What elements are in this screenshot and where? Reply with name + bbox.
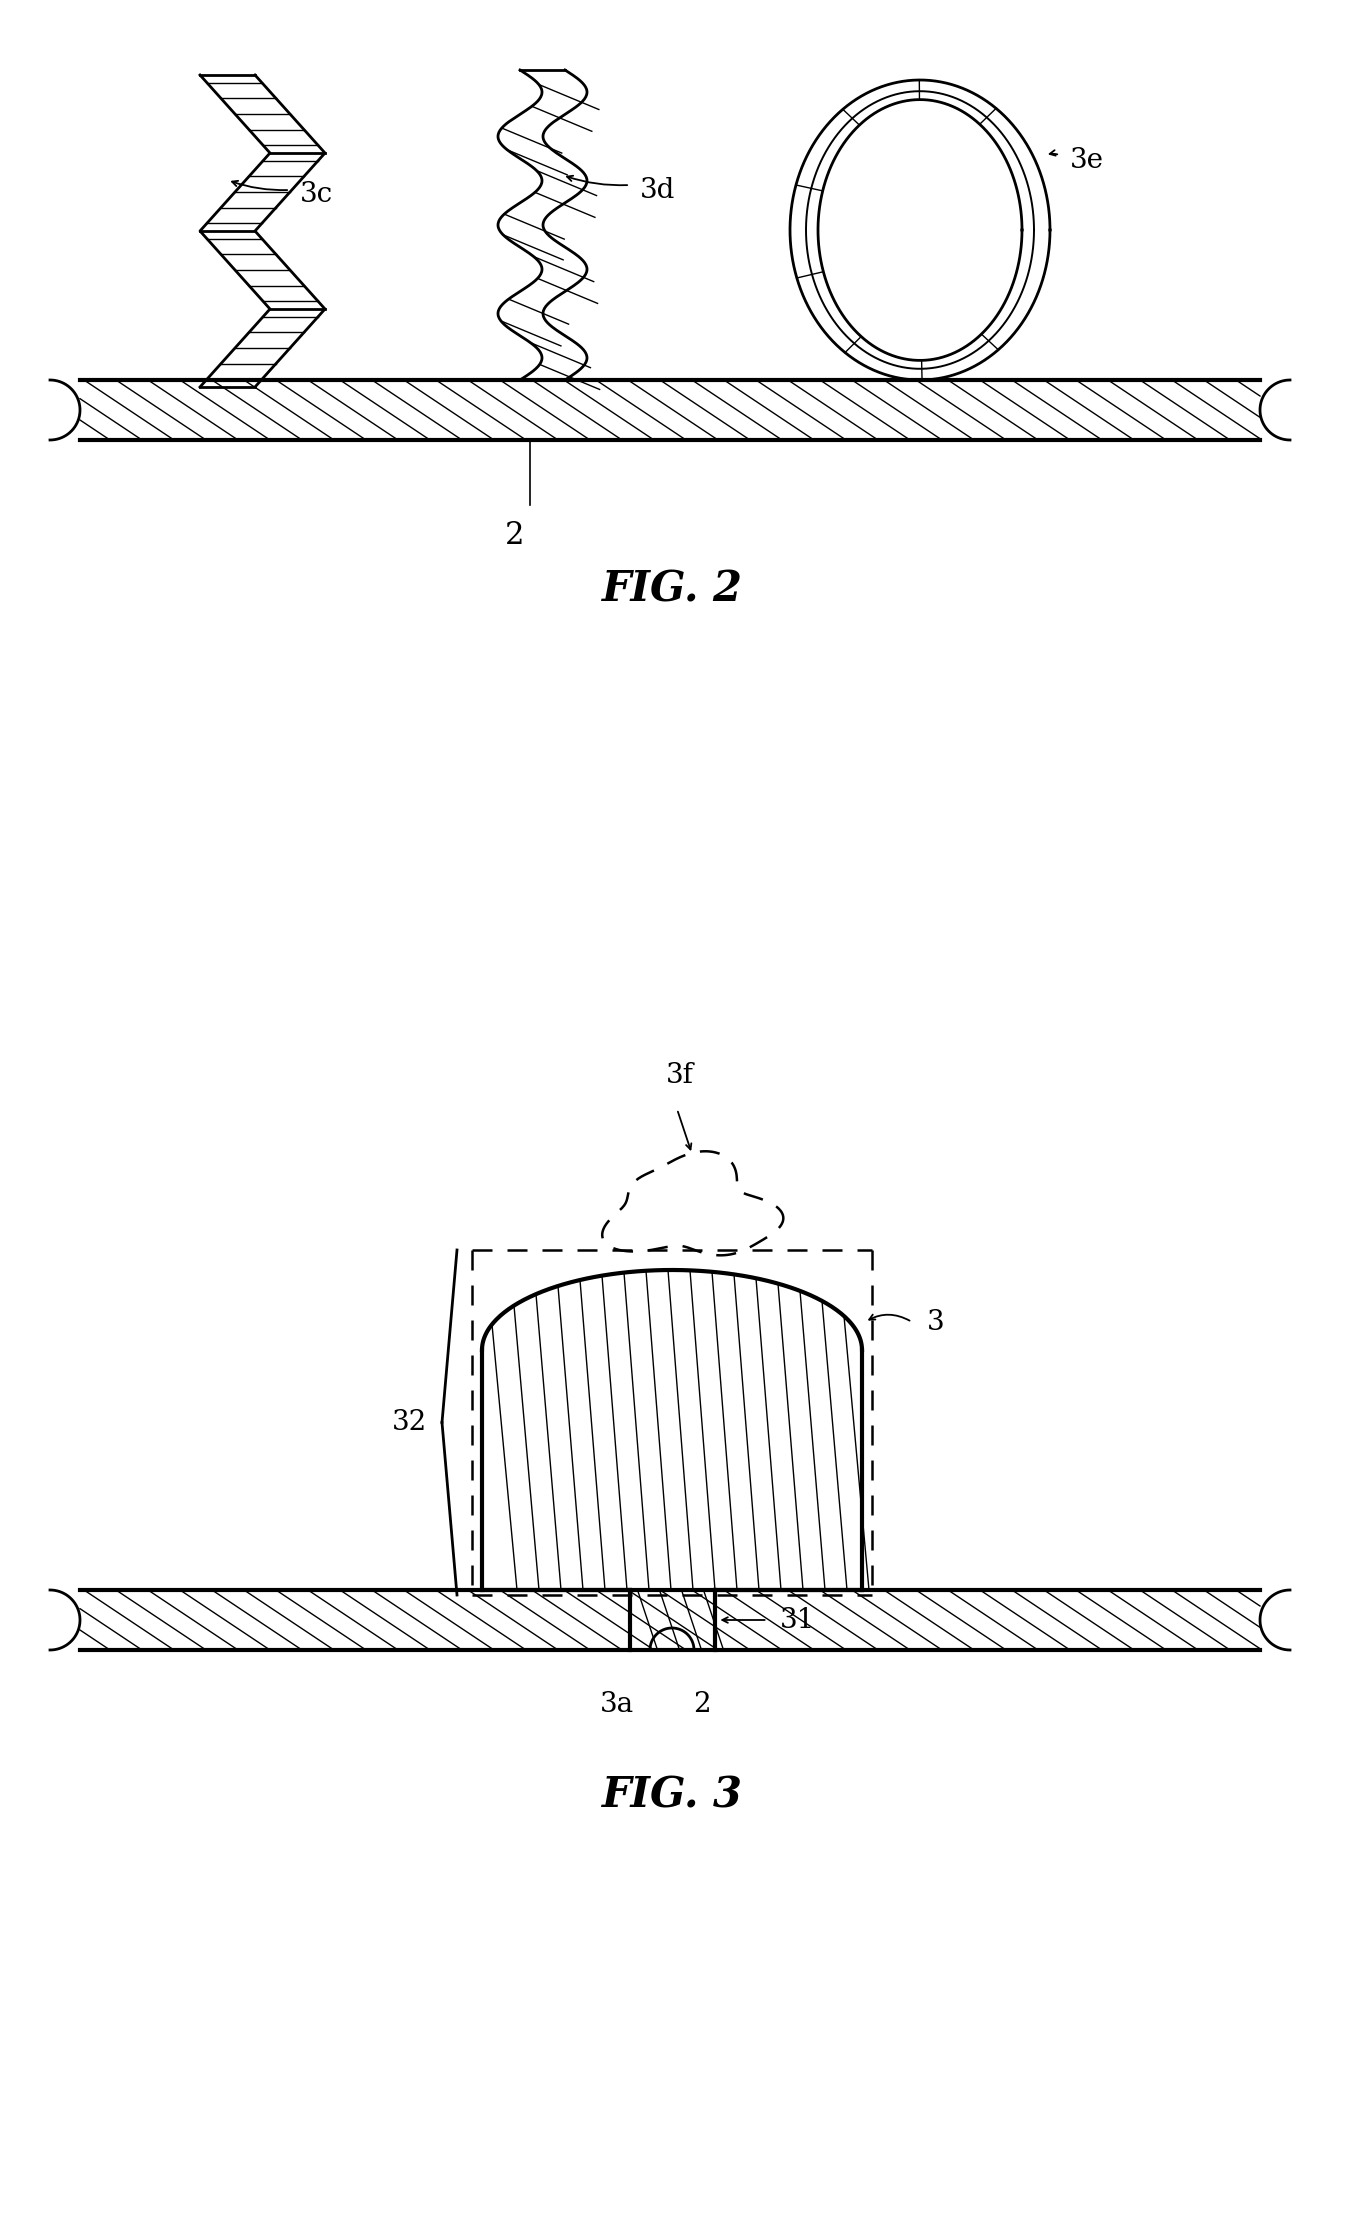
Text: FIG. 2: FIG. 2 xyxy=(601,568,742,611)
Text: 31: 31 xyxy=(780,1606,815,1633)
Text: 32: 32 xyxy=(391,1409,426,1436)
Text: 3a: 3a xyxy=(600,1691,633,1718)
Text: 3e: 3e xyxy=(1071,145,1104,174)
Text: 3d: 3d xyxy=(640,177,675,204)
Text: 3c: 3c xyxy=(300,181,334,208)
Text: 2: 2 xyxy=(506,519,525,550)
Text: 2: 2 xyxy=(693,1691,710,1718)
Text: FIG. 3: FIG. 3 xyxy=(601,1774,742,1816)
Text: 3: 3 xyxy=(927,1309,944,1335)
Text: 3f: 3f xyxy=(666,1063,694,1089)
